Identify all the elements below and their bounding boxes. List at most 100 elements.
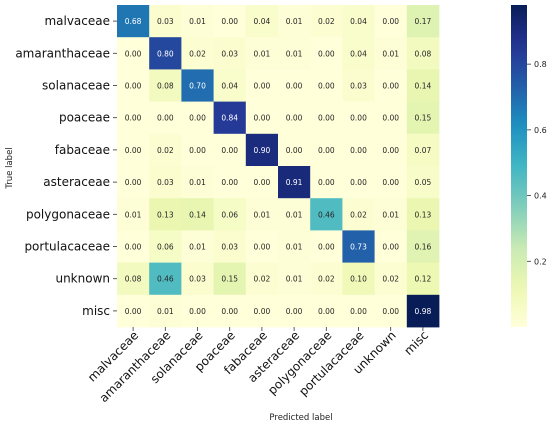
colorbar-tick-label: 0.6 — [534, 126, 547, 135]
cell-value-label: 0.01 — [286, 275, 303, 284]
heatmap-cell — [149, 230, 182, 263]
heatmap-cell — [406, 230, 440, 263]
cell-value-label: 0.01 — [286, 49, 303, 58]
heatmap-cell — [117, 262, 150, 296]
cell-value-label: 0.12 — [415, 275, 432, 284]
heatmap-cell — [245, 198, 279, 231]
heatmap-cell — [342, 5, 375, 38]
heatmap-cell — [149, 37, 182, 70]
heatmap-cell — [342, 230, 375, 263]
heatmap-cell — [181, 37, 214, 70]
row-tick-label: portulacaceae — [24, 240, 110, 254]
heatmap-cell — [278, 262, 311, 296]
cell-value-label: 0.00 — [157, 114, 174, 123]
heatmap-cell — [245, 230, 279, 263]
heatmap-cell — [278, 69, 311, 102]
cell-value-label: 0.01 — [189, 243, 206, 252]
cell-value-label: 0.01 — [157, 307, 174, 316]
cell-value-label: 0.00 — [125, 49, 142, 58]
cell-value-label: 0.00 — [125, 307, 142, 316]
cell-value-label: 0.00 — [318, 146, 335, 155]
cell-value-label: 0.00 — [189, 307, 206, 316]
heatmap-cell — [245, 5, 279, 38]
heatmap-cell — [117, 133, 150, 167]
heatmap-cell — [181, 69, 214, 102]
heatmap-cell — [181, 198, 214, 231]
cell-value-label: 0.13 — [415, 210, 432, 219]
heatmap-cell — [117, 198, 150, 231]
cell-value-label: 0.68 — [125, 17, 142, 26]
heatmap-cell — [374, 166, 408, 199]
cell-value-label: 0.02 — [318, 275, 335, 284]
cell-value-label: 0.00 — [318, 307, 335, 316]
cell-value-label: 0.00 — [125, 178, 142, 187]
heatmap-cell — [342, 133, 375, 167]
cell-value-label: 0.01 — [286, 210, 303, 219]
cell-value-label: 0.01 — [254, 210, 271, 219]
cell-value-label: 0.00 — [221, 146, 238, 155]
heatmap-cell — [278, 101, 311, 135]
cell-value-label: 0.04 — [350, 49, 367, 58]
cell-value-label: 0.00 — [382, 307, 399, 316]
heatmap-cell — [374, 37, 408, 70]
heatmap-cell — [213, 166, 247, 199]
cell-value-label: 0.08 — [125, 275, 142, 284]
heatmap-cell — [342, 294, 375, 328]
cell-value-label: 0.05 — [415, 178, 432, 187]
heatmap-cell — [278, 37, 311, 70]
heatmap-cell — [310, 230, 343, 263]
heatmap-cell — [374, 262, 408, 296]
heatmap-cell — [310, 133, 343, 167]
cell-value-label: 0.13 — [157, 210, 174, 219]
cell-value-label: 0.16 — [415, 243, 432, 252]
heatmap-cell — [374, 133, 408, 167]
cell-value-label: 0.02 — [350, 210, 367, 219]
heatmap-cell — [342, 262, 375, 296]
cell-value-label: 0.00 — [382, 178, 399, 187]
heatmap-cell — [342, 166, 375, 199]
cell-value-label: 0.00 — [382, 82, 399, 91]
cell-value-label: 0.04 — [254, 17, 271, 26]
heatmap-cell — [245, 133, 279, 167]
cell-value-label: 0.01 — [286, 17, 303, 26]
cell-value-label: 0.03 — [157, 178, 174, 187]
cell-value-label: 0.08 — [415, 49, 432, 58]
cell-value-label: 0.84 — [221, 114, 238, 123]
cell-value-label: 0.00 — [125, 114, 142, 123]
cell-value-label: 0.00 — [350, 307, 367, 316]
colorbar-gradient — [511, 5, 527, 327]
cell-value-label: 0.00 — [318, 178, 335, 187]
row-tick-label: solanaceae — [42, 79, 110, 93]
cell-value-label: 0.46 — [318, 210, 335, 219]
heatmap-cell — [406, 198, 440, 231]
heatmap-cell — [149, 101, 182, 135]
heatmap-cell — [374, 5, 408, 38]
cell-value-label: 0.04 — [350, 17, 367, 26]
cell-value-label: 0.01 — [125, 210, 142, 219]
cell-value-label: 0.98 — [415, 307, 432, 316]
heatmap-cell — [406, 262, 440, 296]
y-axis-label: True label — [5, 147, 15, 189]
cell-value-label: 0.00 — [318, 49, 335, 58]
cell-value-label: 0.00 — [221, 307, 238, 316]
heatmap-cell — [149, 166, 182, 199]
row-tick-label: polygonaceae — [26, 207, 110, 221]
cell-value-label: 0.14 — [189, 210, 206, 219]
cell-value-label: 0.15 — [221, 275, 238, 284]
heatmap-cell — [310, 101, 343, 135]
cell-value-label: 0.02 — [382, 275, 399, 284]
heatmap-cell — [245, 69, 279, 102]
cell-value-label: 0.00 — [382, 146, 399, 155]
heatmap-cell — [117, 101, 150, 135]
cell-value-label: 0.91 — [286, 178, 303, 187]
heatmap-cells: 0.68 0.03 0.01 0.00 0.04 0.01 0.02 0.04 0.00 0.17… — [117, 5, 440, 328]
heatmap-cell — [278, 198, 311, 231]
heatmap-cell — [149, 262, 182, 296]
heatmap-cell — [213, 294, 247, 328]
heatmap-cell — [374, 198, 408, 231]
heatmap-cell — [149, 133, 182, 167]
cell-value-label: 0.00 — [286, 146, 303, 155]
cell-value-label: 0.01 — [189, 17, 206, 26]
heatmap-cell — [245, 37, 279, 70]
row-tick-label: malvaceae — [44, 14, 110, 28]
